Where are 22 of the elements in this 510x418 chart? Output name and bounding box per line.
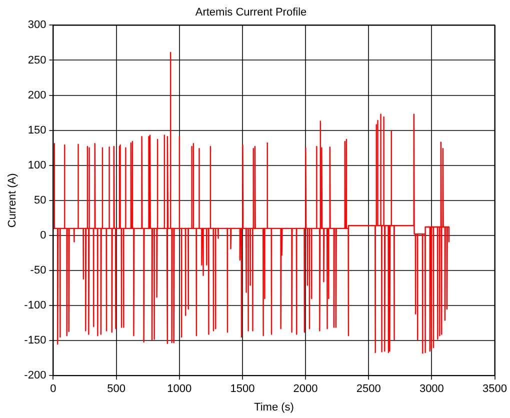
y-axis-title: Current (A): [6, 173, 19, 228]
x-tick-label: 1000: [167, 383, 192, 396]
y-tick-label: 100: [28, 159, 46, 172]
y-tick-label: 250: [28, 54, 46, 66]
x-tick-label: 3000: [419, 383, 444, 396]
y-tick-label: -200: [24, 370, 46, 382]
y-tick-label: -100: [24, 300, 46, 312]
y-tick-label: 50: [34, 194, 46, 206]
y-tick-label: 0: [40, 229, 46, 242]
x-tick-label: 3500: [482, 383, 508, 396]
x-tick-label: 2000: [293, 383, 318, 396]
y-tick-label: 150: [28, 124, 46, 136]
x-tick-label: 2500: [356, 383, 381, 396]
y-tick-label: -50: [30, 264, 46, 277]
x-tick-label: 1500: [230, 383, 255, 396]
y-tick-label: 200: [28, 89, 46, 102]
y-tick-label: 300: [28, 19, 46, 32]
x-tick-label: 0: [50, 383, 56, 396]
y-tick-label: -150: [24, 334, 46, 347]
chart-title: Artemis Current Profile: [195, 6, 307, 19]
x-tick-label: 500: [107, 383, 126, 396]
x-axis-title: Time (s): [254, 401, 294, 414]
